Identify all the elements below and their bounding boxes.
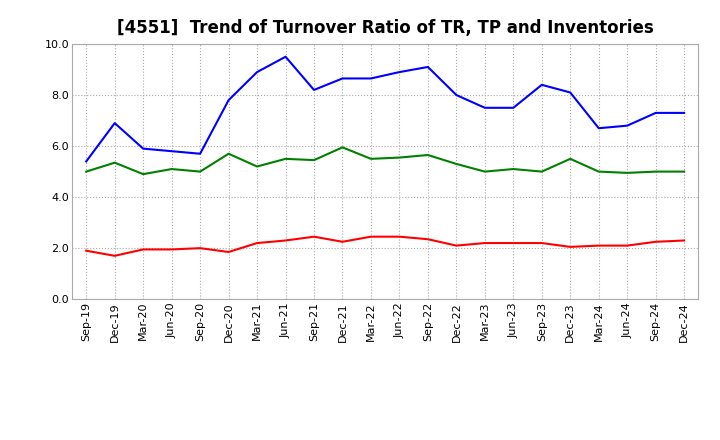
Inventories xyxy=(566,156,575,161)
Inventories xyxy=(282,156,290,161)
Trade Receivables xyxy=(395,234,404,239)
Inventories xyxy=(452,161,461,167)
Inventories xyxy=(110,160,119,165)
Trade Receivables xyxy=(366,234,375,239)
Trade Payables xyxy=(225,98,233,103)
Inventories xyxy=(139,172,148,177)
Inventories xyxy=(680,169,688,174)
Inventories xyxy=(423,152,432,158)
Inventories xyxy=(509,166,518,172)
Trade Receivables xyxy=(480,240,489,246)
Trade Payables xyxy=(509,105,518,110)
Inventories xyxy=(253,164,261,169)
Trade Receivables xyxy=(652,239,660,245)
Trade Payables xyxy=(623,123,631,128)
Legend: Trade Receivables, Trade Payables, Inventories: Trade Receivables, Trade Payables, Inven… xyxy=(159,439,611,440)
Trade Receivables xyxy=(139,247,148,252)
Trade Receivables xyxy=(310,234,318,239)
Line: Trade Payables: Trade Payables xyxy=(86,57,684,161)
Trade Payables xyxy=(282,54,290,59)
Trade Payables xyxy=(139,146,148,151)
Line: Inventories: Inventories xyxy=(86,147,684,174)
Trade Receivables xyxy=(680,238,688,243)
Trade Payables xyxy=(338,76,347,81)
Trade Receivables xyxy=(253,240,261,246)
Trade Payables xyxy=(423,64,432,70)
Trade Payables xyxy=(82,159,91,164)
Trade Payables xyxy=(110,121,119,126)
Inventories xyxy=(366,156,375,161)
Trade Receivables xyxy=(338,239,347,245)
Trade Payables xyxy=(167,149,176,154)
Trade Payables xyxy=(395,70,404,75)
Trade Receivables xyxy=(82,248,91,253)
Trade Receivables xyxy=(423,237,432,242)
Trade Payables xyxy=(253,70,261,75)
Title: [4551]  Trend of Turnover Ratio of TR, TP and Inventories: [4551] Trend of Turnover Ratio of TR, TP… xyxy=(117,19,654,37)
Inventories xyxy=(225,151,233,156)
Inventories xyxy=(595,169,603,174)
Trade Payables xyxy=(652,110,660,116)
Trade Payables xyxy=(595,125,603,131)
Inventories xyxy=(623,170,631,176)
Trade Receivables xyxy=(167,247,176,252)
Trade Receivables xyxy=(595,243,603,248)
Trade Payables xyxy=(366,76,375,81)
Inventories xyxy=(652,169,660,174)
Trade Receivables xyxy=(110,253,119,258)
Trade Payables xyxy=(566,90,575,95)
Inventories xyxy=(310,158,318,163)
Inventories xyxy=(480,169,489,174)
Trade Payables xyxy=(537,82,546,88)
Inventories xyxy=(82,169,91,174)
Trade Payables xyxy=(480,105,489,110)
Trade Payables xyxy=(452,92,461,98)
Inventories xyxy=(196,169,204,174)
Trade Receivables xyxy=(537,240,546,246)
Trade Payables xyxy=(680,110,688,116)
Trade Receivables xyxy=(509,240,518,246)
Inventories xyxy=(395,155,404,160)
Inventories xyxy=(537,169,546,174)
Trade Receivables xyxy=(225,249,233,255)
Trade Receivables xyxy=(196,246,204,251)
Trade Payables xyxy=(310,87,318,92)
Line: Trade Receivables: Trade Receivables xyxy=(86,237,684,256)
Inventories xyxy=(338,145,347,150)
Trade Payables xyxy=(196,151,204,156)
Trade Receivables xyxy=(566,244,575,249)
Inventories xyxy=(167,166,176,172)
Trade Receivables xyxy=(282,238,290,243)
Trade Receivables xyxy=(623,243,631,248)
Trade Receivables xyxy=(452,243,461,248)
